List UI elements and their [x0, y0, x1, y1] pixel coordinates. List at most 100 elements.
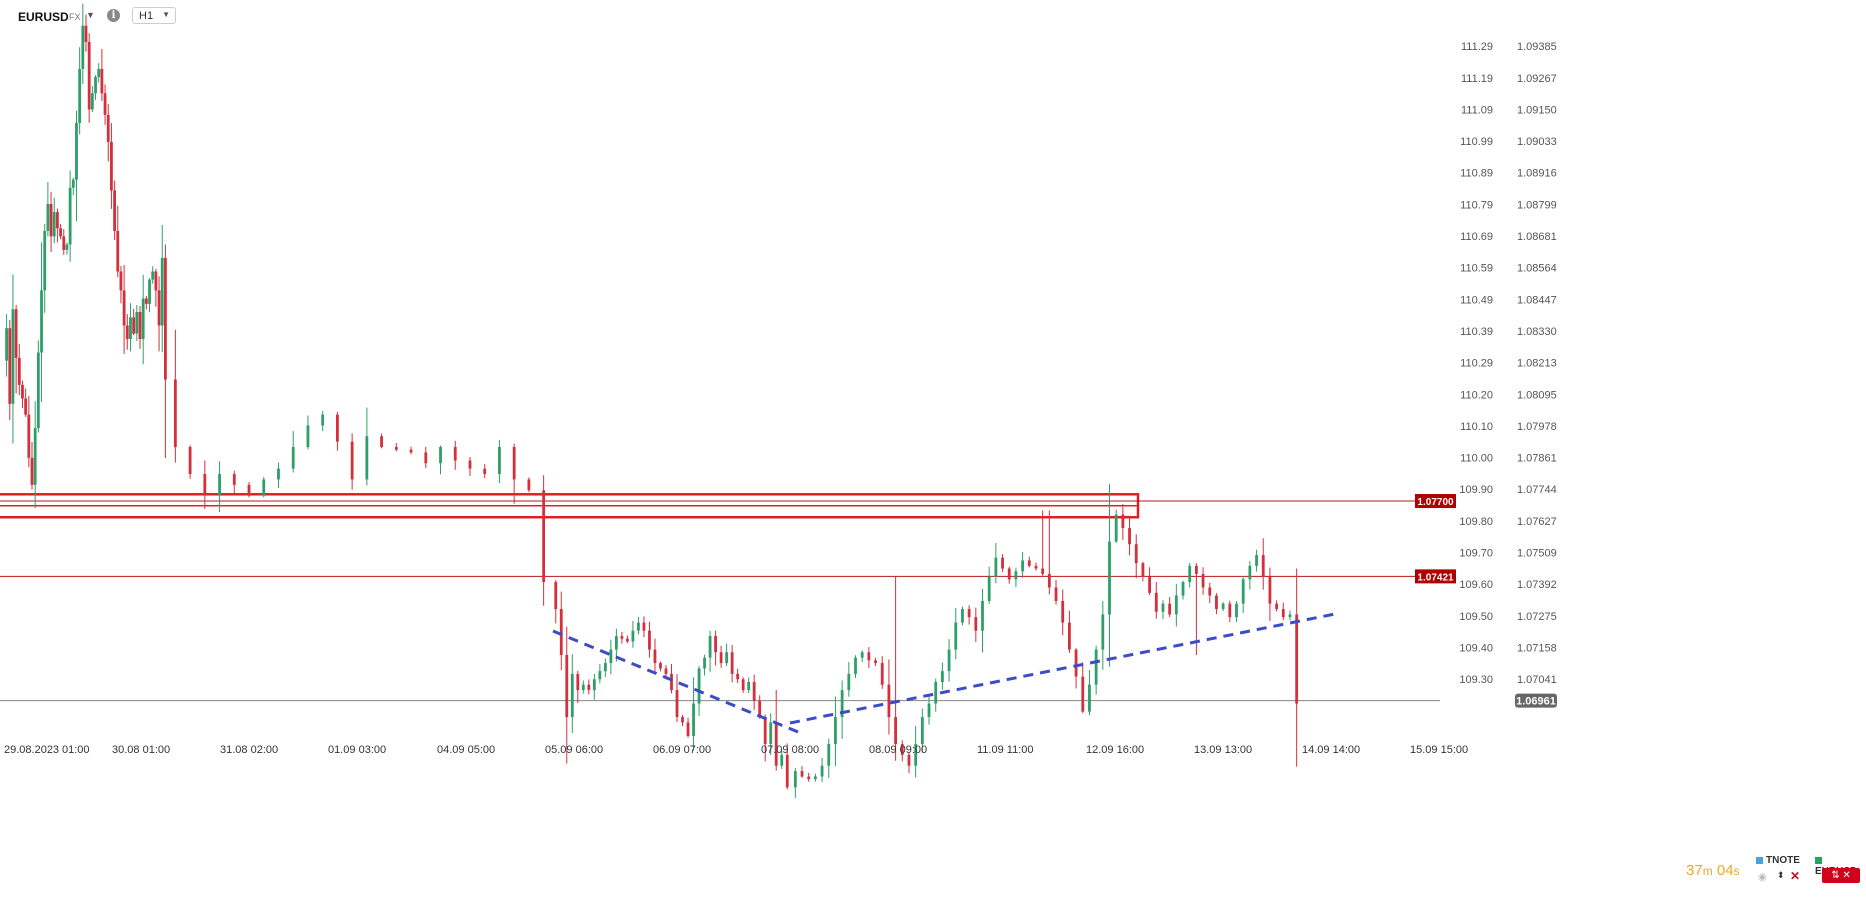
candle-body: [692, 703, 695, 736]
candle-up: [218, 461, 221, 513]
candle-body: [542, 490, 546, 583]
x-axis-tick-label: 29.08.2023: [4, 744, 59, 756]
candle-up: [820, 758, 824, 783]
candle-down: [648, 621, 651, 658]
candle-down: [1141, 561, 1145, 582]
candle-body: [49, 203, 53, 237]
candle-body: [1154, 592, 1158, 612]
candle-up: [769, 713, 773, 755]
timeframe-selector[interactable]: H1 ▼: [132, 7, 176, 24]
candle-body: [409, 449, 413, 453]
right-axis-tick-label: 1.07861: [1517, 453, 1557, 465]
candle-down: [144, 295, 148, 310]
series-controls-button[interactable]: ⇅ ✕: [1822, 868, 1860, 883]
candle-up: [277, 462, 280, 488]
candle-body: [164, 257, 167, 380]
candle-body: [947, 649, 951, 672]
eye-icon[interactable]: ◉: [1758, 872, 1767, 883]
candle-up: [262, 477, 266, 498]
candle-down: [554, 580, 558, 624]
candle-body: [110, 141, 113, 191]
candle-body: [87, 41, 91, 110]
candle-body: [94, 77, 97, 94]
secondary-axis-tick-label: 111.19: [1461, 73, 1493, 85]
right-axis-tick-label: 1.07509: [1517, 548, 1557, 560]
candle-down: [967, 605, 971, 625]
candle-body: [614, 636, 618, 650]
candle-body: [880, 663, 884, 685]
candle-body: [1288, 614, 1292, 618]
price-label-text: 1.06961: [1516, 696, 1556, 708]
legend-item-tnote[interactable]: TNOTE: [1756, 855, 1800, 866]
candle-up: [68, 170, 72, 262]
candle-body: [642, 622, 646, 631]
candle-down: [675, 674, 679, 723]
candle-up: [598, 664, 602, 684]
candle-body: [90, 93, 94, 110]
timeframe-label: H1: [139, 10, 154, 22]
candle-up: [90, 86, 94, 112]
candle-body: [565, 654, 569, 718]
close-icon[interactable]: ✕: [1790, 869, 1801, 883]
candle-up: [1221, 601, 1225, 612]
candle-body: [306, 425, 310, 448]
candle-body: [232, 474, 236, 485]
candle-body: [686, 722, 690, 736]
candle-up: [1235, 601, 1238, 623]
candle-body: [648, 630, 651, 650]
candle-body: [36, 352, 40, 429]
candle-body: [741, 679, 745, 691]
candle-body: [78, 68, 82, 123]
chevron-down-icon[interactable]: ▼: [86, 10, 95, 20]
candle-body: [277, 468, 280, 480]
candle-body: [1128, 528, 1131, 545]
candle-body: [570, 673, 574, 718]
candle-body: [71, 179, 75, 188]
candle-body: [247, 484, 251, 496]
candle-up: [603, 658, 607, 678]
x-axis-tick-label: 31.08 02:00: [220, 744, 278, 756]
candle-body: [65, 244, 69, 250]
candle-down: [380, 433, 383, 449]
candle-body: [587, 684, 591, 691]
candle-body: [887, 684, 891, 718]
candle-body: [807, 776, 811, 780]
candle-body: [940, 671, 944, 682]
candle-body: [637, 622, 640, 631]
candle-down: [1121, 504, 1125, 541]
candle-down: [900, 740, 904, 762]
candle-body: [1141, 563, 1145, 577]
candle-up: [947, 639, 951, 682]
symbol-selector[interactable]: EURUSD: [18, 10, 69, 24]
chevron-down-icon: ▼: [162, 10, 170, 19]
candle-up: [1094, 645, 1098, 695]
candle-body: [40, 290, 43, 353]
candle-body: [1208, 587, 1212, 596]
candle-body: [1161, 603, 1165, 612]
candle-up: [692, 677, 695, 751]
candle-up: [1241, 576, 1245, 614]
candle-body: [736, 673, 740, 680]
candle-body: [1108, 541, 1111, 615]
candle-body: [1148, 576, 1152, 593]
candle-down: [1041, 510, 1045, 577]
candle-down: [1228, 600, 1232, 623]
candle-body: [68, 187, 72, 245]
candle-down: [714, 630, 717, 666]
candle-body: [203, 474, 207, 496]
candle-up: [306, 415, 310, 450]
info-icon[interactable]: i: [107, 9, 120, 22]
candle-body: [350, 441, 354, 480]
candle-body: [336, 414, 339, 442]
candle-body: [576, 673, 580, 691]
right-axis-tick-label: 1.09385: [1517, 41, 1557, 53]
legend-label: TNOTE: [1766, 855, 1800, 866]
candle-up: [365, 407, 369, 486]
candle-down: [565, 626, 569, 764]
candle-body: [769, 722, 773, 745]
right-axis-tick-label: 1.09267: [1517, 73, 1557, 85]
right-axis-tick-label: 1.07744: [1517, 484, 1557, 496]
reorder-icon[interactable]: ⬍: [1777, 870, 1785, 880]
candle-down: [659, 661, 662, 672]
